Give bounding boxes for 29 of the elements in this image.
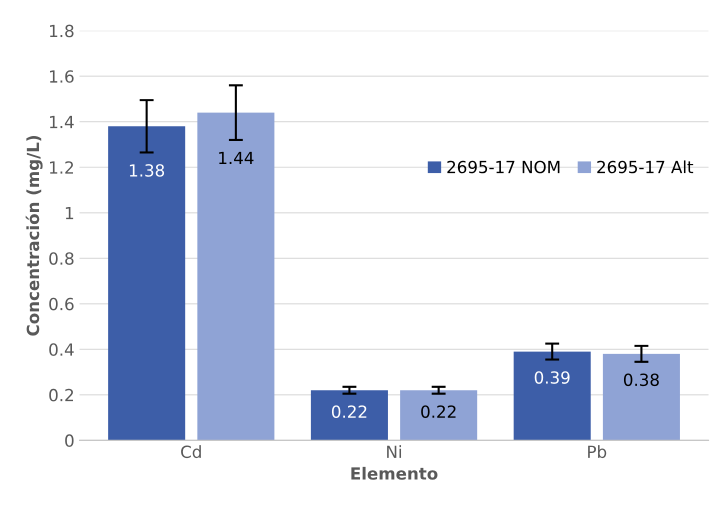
y-tick-label: 0.2 (49, 388, 73, 402)
data-label: 0.38 (624, 373, 659, 386)
bar (310, 390, 388, 440)
bar (108, 126, 186, 440)
y-tick-label: 0.8 (49, 252, 74, 265)
y-tick-label: 0 (65, 434, 74, 447)
y-tick-label: 1.8 (50, 24, 74, 38)
bar (197, 112, 274, 440)
y-axis-title: Concentración (mg/L) (26, 136, 43, 336)
y-tick-label: 1.4 (50, 116, 74, 128)
y-tick-label: 1 (66, 206, 74, 220)
x-tick-label: Cd (181, 445, 201, 458)
legend-label: 2695-17 Alt (597, 160, 694, 174)
x-tick-label: Ni (387, 445, 402, 458)
x-axis-title: Elemento (351, 466, 438, 480)
data-label: 1.38 (130, 164, 164, 177)
data-label: 1.44 (219, 152, 254, 164)
bar (514, 352, 591, 440)
y-tick-label: 0.4 (49, 343, 74, 356)
x-tick-label: Pb (588, 445, 606, 458)
y-tick-label: 0.6 (49, 298, 74, 310)
data-label: 0.39 (534, 371, 570, 384)
y-tick-label: 1.6 (50, 70, 74, 83)
data-label: 0.22 (421, 405, 456, 418)
bar (400, 390, 478, 440)
bar (602, 354, 680, 440)
y-tick-label: 1.2 (50, 161, 73, 174)
legend-label: 2695-17 NOM (447, 160, 560, 174)
data-label: 0.22 (332, 405, 366, 418)
